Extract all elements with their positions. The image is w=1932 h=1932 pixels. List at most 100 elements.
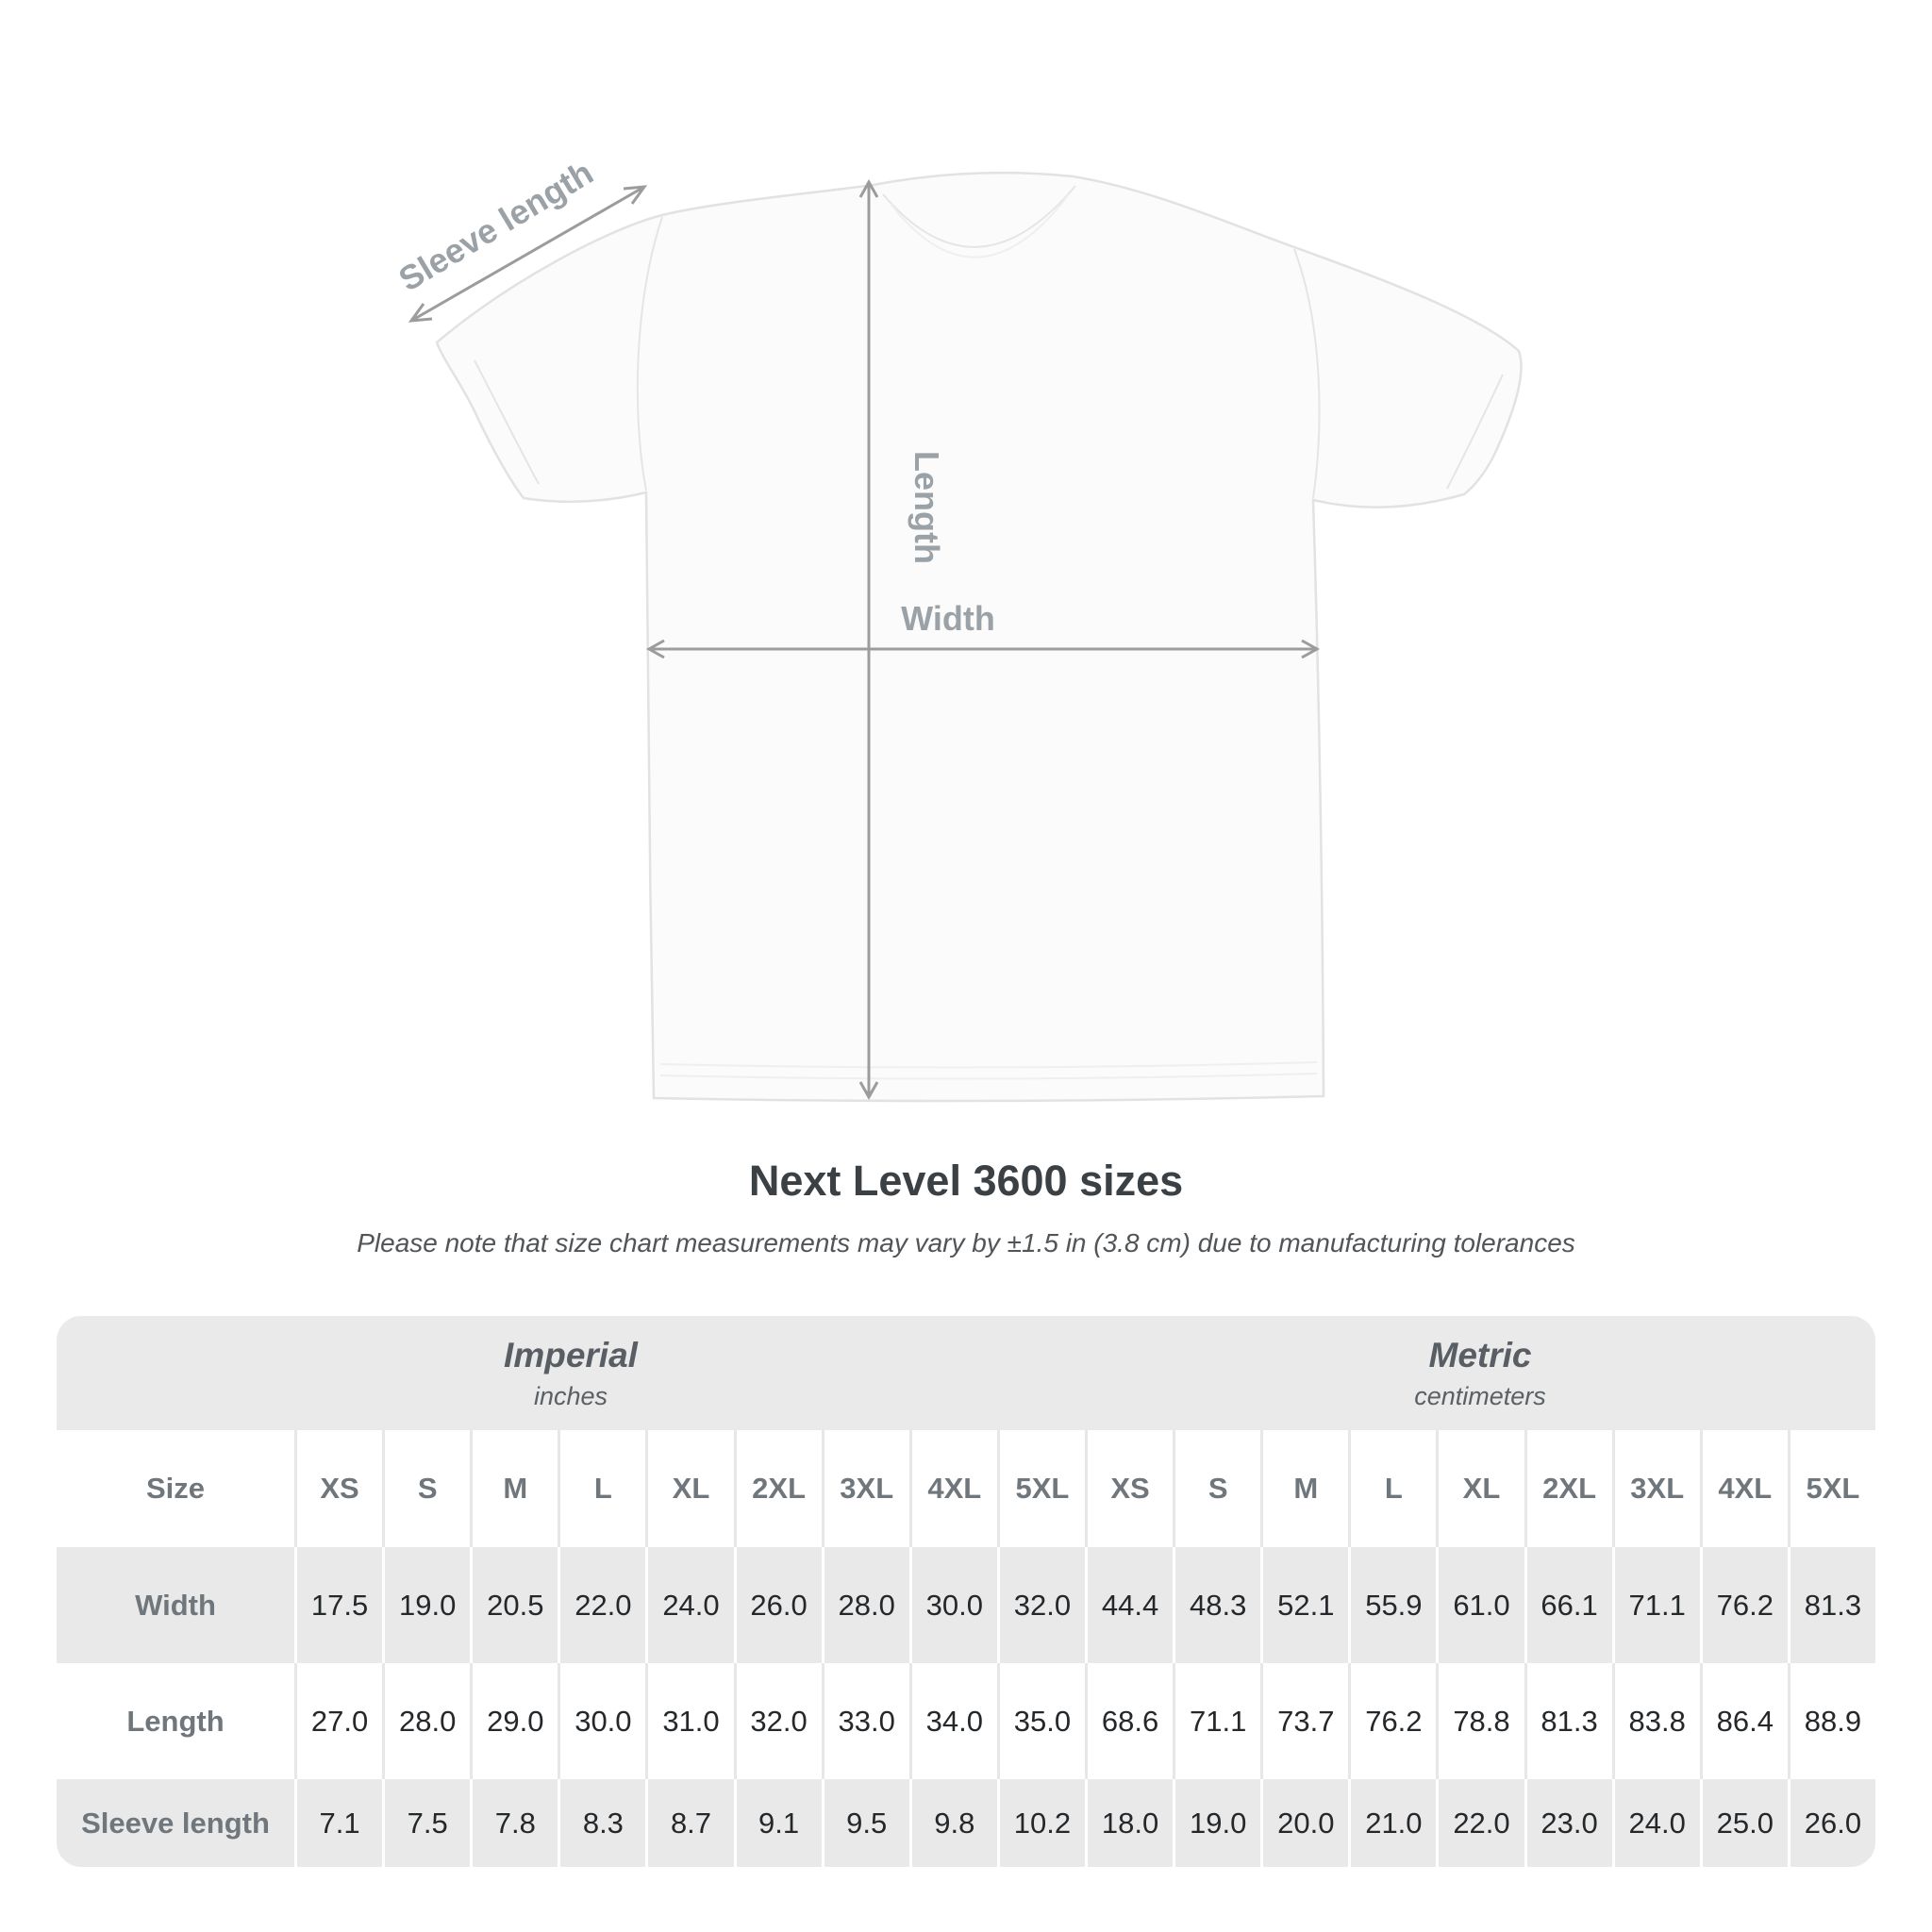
metric-group-unit: centimeters xyxy=(1414,1381,1546,1410)
value-cell: 78.8 xyxy=(1436,1663,1524,1779)
size-header: XL xyxy=(645,1430,733,1547)
value-cell: 7.8 xyxy=(470,1779,558,1867)
value-cell: 8.3 xyxy=(558,1779,645,1867)
value-cell: 81.3 xyxy=(1524,1663,1612,1779)
value-cell: 76.2 xyxy=(1699,1547,1788,1663)
value-cell: 28.0 xyxy=(821,1547,909,1663)
value-cell: 7.1 xyxy=(294,1779,382,1867)
imperial-group-header: Imperial inches xyxy=(57,1316,1085,1430)
unit-banner: Imperial inches Metric centimeters xyxy=(57,1316,1875,1430)
value-cell: 24.0 xyxy=(645,1547,733,1663)
value-cell: 20.0 xyxy=(1260,1779,1348,1867)
metric-group-header: Metric centimeters xyxy=(1085,1316,1875,1430)
hem-seam xyxy=(659,1061,1318,1069)
value-cell: 22.0 xyxy=(1436,1779,1524,1867)
value-cell: 88.9 xyxy=(1787,1663,1875,1779)
imperial-group-unit: inches xyxy=(533,1381,608,1410)
row-label: Length xyxy=(126,1704,225,1738)
size-header: 2XL xyxy=(733,1430,822,1547)
length-label: Length xyxy=(908,451,946,564)
value-cell: 83.8 xyxy=(1611,1663,1700,1779)
row-label: Sleeve length xyxy=(81,1806,270,1840)
value-cell: 81.3 xyxy=(1787,1547,1875,1663)
value-cell: 76.2 xyxy=(1348,1663,1436,1779)
value-cell: 9.5 xyxy=(821,1779,909,1867)
value-cell: 17.5 xyxy=(294,1547,382,1663)
value-cell: 21.0 xyxy=(1348,1779,1436,1867)
value-cell: 30.0 xyxy=(558,1663,645,1779)
size-header: L xyxy=(558,1430,645,1547)
value-cell: 26.0 xyxy=(1787,1779,1875,1867)
size-header: M xyxy=(470,1430,558,1547)
right-armhole-seam xyxy=(1293,248,1321,499)
value-cell: 73.7 xyxy=(1260,1663,1348,1779)
page-title: Next Level 3600 sizes xyxy=(748,1157,1184,1205)
size-header: 3XL xyxy=(821,1430,909,1547)
value-cell: 7.5 xyxy=(382,1779,470,1867)
value-cell: 25.0 xyxy=(1699,1779,1788,1867)
right-cuff-seam xyxy=(1446,374,1504,490)
size-header: 5XL xyxy=(996,1430,1085,1547)
value-cell: 10.2 xyxy=(996,1779,1085,1867)
value-cell: 68.6 xyxy=(1085,1663,1173,1779)
value-cell: 24.0 xyxy=(1611,1779,1700,1867)
value-cell: 35.0 xyxy=(996,1663,1085,1779)
value-cell: 26.0 xyxy=(733,1547,822,1663)
size-header: S xyxy=(382,1430,470,1547)
value-cell: 27.0 xyxy=(294,1663,382,1779)
size-column-header: Size xyxy=(145,1472,206,1505)
value-cell: 55.9 xyxy=(1348,1547,1436,1663)
collar-inner-seam xyxy=(890,193,1070,258)
value-cell: 33.0 xyxy=(821,1663,909,1779)
table-row-sleeve-length: Sleeve length 7.1 7.5 7.8 8.3 8.7 9.1 9.… xyxy=(57,1779,1875,1867)
value-cell: 19.0 xyxy=(382,1547,470,1663)
sleeve-measure-arrow xyxy=(408,185,648,323)
value-cell: 86.4 xyxy=(1699,1663,1788,1779)
size-header: XS xyxy=(1085,1430,1173,1547)
width-label: Width xyxy=(901,599,995,638)
row-label: Width xyxy=(135,1588,216,1622)
left-cuff-seam xyxy=(474,359,540,485)
table-header-row: Size XS S M L XL 2XL 3XL 4XL 5XL XS S M … xyxy=(57,1430,1875,1547)
imperial-group-name: Imperial xyxy=(504,1335,638,1374)
size-header: 4XL xyxy=(908,1430,997,1547)
value-cell: 34.0 xyxy=(908,1663,997,1779)
size-header: XL xyxy=(1436,1430,1524,1547)
size-table: Imperial inches Metric centimeters Size … xyxy=(57,1316,1875,1867)
value-cell: 22.0 xyxy=(558,1547,645,1663)
value-cell: 32.0 xyxy=(996,1547,1085,1663)
size-header: XS xyxy=(294,1430,382,1547)
value-cell: 48.3 xyxy=(1173,1547,1260,1663)
size-header: 5XL xyxy=(1787,1430,1875,1547)
value-cell: 29.0 xyxy=(470,1663,558,1779)
hem-seam-2 xyxy=(659,1073,1318,1080)
length-measure-arrow xyxy=(858,178,879,1101)
left-armhole-seam xyxy=(636,216,663,491)
value-cell: 71.1 xyxy=(1173,1663,1260,1779)
value-cell: 71.1 xyxy=(1611,1547,1700,1663)
size-header: 2XL xyxy=(1524,1430,1612,1547)
value-cell: 28.0 xyxy=(382,1663,470,1779)
page-subtitle: Please note that size chart measurements… xyxy=(357,1228,1575,1257)
value-cell: 9.1 xyxy=(733,1779,822,1867)
value-cell: 18.0 xyxy=(1085,1779,1173,1867)
value-cell: 44.4 xyxy=(1085,1547,1173,1663)
value-cell: 66.1 xyxy=(1524,1547,1612,1663)
value-cell: 8.7 xyxy=(645,1779,733,1867)
value-cell: 23.0 xyxy=(1524,1779,1612,1867)
size-header: L xyxy=(1348,1430,1436,1547)
value-cell: 9.8 xyxy=(908,1779,997,1867)
width-measure-arrow xyxy=(645,639,1321,659)
value-cell: 19.0 xyxy=(1173,1779,1260,1867)
value-cell: 52.1 xyxy=(1260,1547,1348,1663)
value-cell: 31.0 xyxy=(645,1663,733,1779)
value-cell: 61.0 xyxy=(1436,1547,1524,1663)
table-row-length: Length 27.0 28.0 29.0 30.0 31.0 32.0 33.… xyxy=(57,1663,1875,1779)
value-cell: 32.0 xyxy=(733,1663,822,1779)
table-row-width: Width 17.5 19.0 20.5 22.0 24.0 26.0 28.0… xyxy=(57,1547,1875,1663)
size-header: S xyxy=(1173,1430,1260,1547)
value-cell: 30.0 xyxy=(908,1547,997,1663)
collar-seam xyxy=(882,185,1076,248)
